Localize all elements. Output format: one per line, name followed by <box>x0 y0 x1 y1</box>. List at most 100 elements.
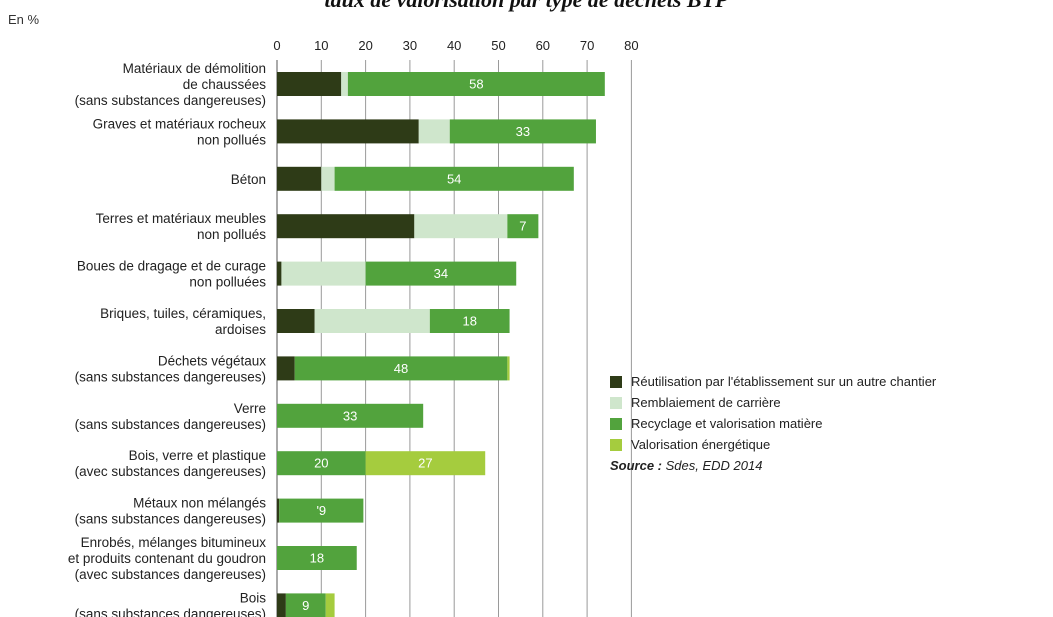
category-label: (avec substances dangereuses) <box>75 464 266 479</box>
category-label: Enrobés, mélanges bitumineux <box>81 535 267 550</box>
gridlines <box>276 60 632 617</box>
legend-item: Valorisation énergétique <box>610 434 936 455</box>
category-label: Boues de dragage et de curage <box>77 259 266 274</box>
bar-segment <box>418 119 450 144</box>
category-label: ardoises <box>215 322 266 337</box>
x-tick-label: 30 <box>403 38 417 53</box>
bar-segment <box>321 166 335 191</box>
category-label: (sans substances dangereuses) <box>75 93 266 108</box>
category-label: Bois <box>240 590 267 605</box>
bar-segment <box>334 166 574 191</box>
legend-label: Valorisation énergétique <box>631 437 771 452</box>
bar-segment <box>277 261 282 286</box>
bars <box>277 72 605 617</box>
bar-segment <box>277 309 315 333</box>
data-label: 58 <box>469 77 483 92</box>
bar-segment <box>277 72 342 96</box>
legend-swatch <box>610 375 622 388</box>
category-label: Graves et matériaux rocheux <box>93 116 267 131</box>
bar-segment <box>347 72 605 96</box>
bar-segment <box>365 451 486 476</box>
x-tick-label: 60 <box>536 38 550 53</box>
x-tick-label: 40 <box>447 38 461 53</box>
bar-segment <box>429 309 510 333</box>
category-label: (sans substances dangereuses) <box>75 417 266 432</box>
legend-label: Recyclage et valorisation matière <box>631 416 823 431</box>
data-label: 54 <box>447 171 461 186</box>
category-label: Terres et matériaux meubles <box>96 211 267 226</box>
x-tick-label: 0 <box>273 38 280 53</box>
category-label: (sans substances dangereuses) <box>75 606 266 617</box>
category-label: non pollués <box>197 132 266 147</box>
category-label: de chaussées <box>183 77 267 92</box>
x-tick-label: 50 <box>491 38 505 53</box>
legend-item: Recyclage et valorisation matière <box>610 413 936 434</box>
bar-segment <box>341 72 348 96</box>
category-label: Matériaux de démolition <box>123 61 266 76</box>
bar-segment <box>277 166 322 191</box>
x-tick-label: 70 <box>580 38 594 53</box>
chart-title: taux de valorisation par type de déchets… <box>0 0 1053 13</box>
source-label: Source : <box>610 458 663 473</box>
legend-swatch <box>610 396 622 409</box>
x-tick-label: 10 <box>314 38 328 53</box>
data-label: 7 <box>519 219 526 234</box>
bar-segment <box>314 309 430 333</box>
category-label: (sans substances dangereuses) <box>75 512 266 527</box>
category-label: non pollués <box>197 227 266 242</box>
bar-segment <box>365 261 517 286</box>
legend-swatch <box>610 417 622 430</box>
unit-label: En % <box>8 12 40 27</box>
legend-item: Réutilisation par l'établissement sur un… <box>610 371 936 392</box>
bar-segment <box>277 546 357 570</box>
x-tick-label: 20 <box>358 38 372 53</box>
bar-segment <box>279 498 364 523</box>
data-label: 33 <box>343 408 357 423</box>
category-label: et produits contenant du goudron <box>68 551 266 566</box>
bar-segment <box>277 356 295 381</box>
source-note: Source : Sdes, EDD 2014 <box>610 458 936 473</box>
legend-label: Remblaiement de carrière <box>631 395 781 410</box>
bar-segment <box>325 593 335 617</box>
bar-segment <box>277 214 415 239</box>
bar-segment <box>277 119 419 144</box>
bar-segment <box>277 451 366 476</box>
source-text: Sdes, EDD 2014 <box>665 458 763 473</box>
category-label: Verre <box>234 401 266 416</box>
bar-segment <box>294 356 508 381</box>
bar-segment <box>277 403 424 428</box>
x-tick-label: 80 <box>624 38 638 53</box>
data-labels: 58 33 54 7 34 18 48 33 20 27 '9 18 9 <box>302 77 530 613</box>
category-label: Béton <box>231 172 266 187</box>
data-label: 20 <box>314 456 328 471</box>
data-label: 33 <box>516 124 530 139</box>
category-label: (sans substances dangereuses) <box>75 369 266 384</box>
bar-segment <box>507 214 539 239</box>
legend-label: Réutilisation par l'établissement sur un… <box>631 374 937 389</box>
category-label: non polluées <box>189 275 266 290</box>
data-label: '9 <box>316 503 326 518</box>
category-label: Métaux non mélangés <box>133 496 266 511</box>
category-label: Bois, verre et plastique <box>129 448 266 463</box>
bar-segment <box>414 214 508 239</box>
bar-segment <box>277 593 286 617</box>
category-label: (avec substances dangereuses) <box>75 567 266 582</box>
data-label: 34 <box>434 266 448 281</box>
bar-segment <box>449 119 596 144</box>
legend-swatch <box>610 438 622 451</box>
category-label: Déchets végétaux <box>158 353 266 368</box>
category-label: Briques, tuiles, céramiques, <box>100 306 266 321</box>
bar-segment <box>277 498 280 523</box>
legend-item: Remblaiement de carrière <box>610 392 936 413</box>
data-label: 48 <box>394 361 408 376</box>
legend: Réutilisation par l'établissement sur un… <box>610 371 936 473</box>
data-label: 18 <box>310 551 324 566</box>
x-tick-labels: 0 10 20 30 40 50 60 70 80 <box>273 38 638 53</box>
data-label: 27 <box>418 456 432 471</box>
data-label: 9 <box>302 598 309 613</box>
bar-segment <box>507 356 510 381</box>
data-label: 18 <box>462 314 476 329</box>
bar-segment <box>281 261 366 286</box>
